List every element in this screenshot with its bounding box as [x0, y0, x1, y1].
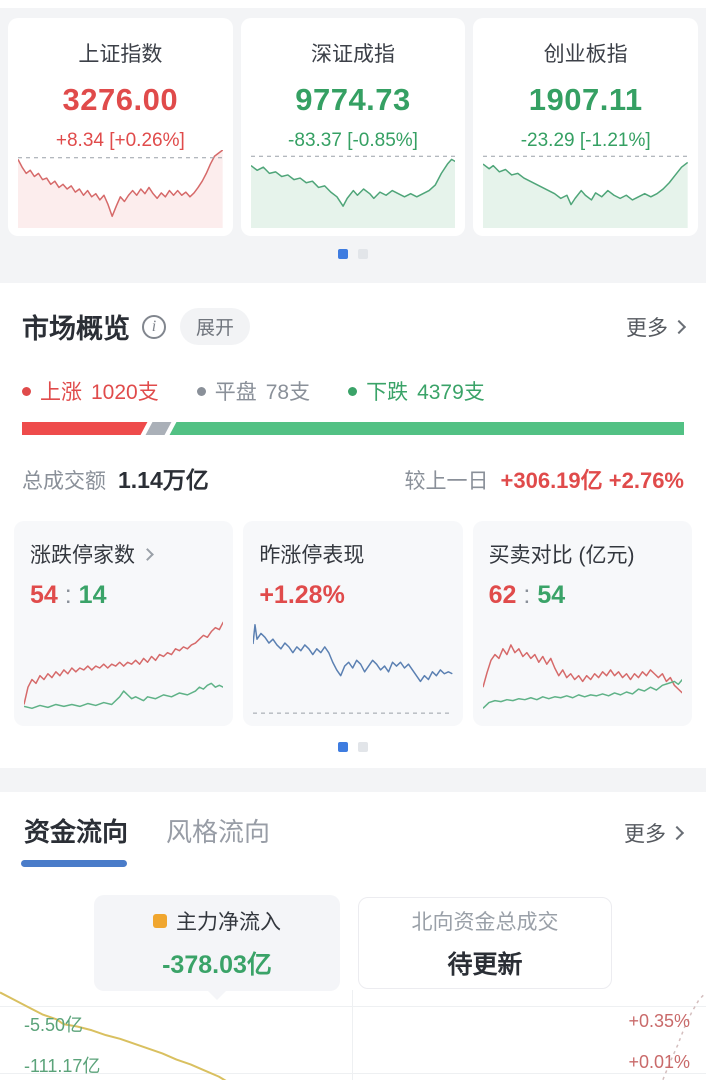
index-name: 深证成指 [311, 43, 395, 66]
tab-style-flow[interactable]: 风格流向 [166, 817, 271, 847]
market-overview-section: 市场概览 i 展开 更多 上涨 1020支 平盘 78支 下跌 4379支 总成… [0, 283, 706, 768]
stat-count: 4379支 [417, 381, 485, 404]
chevron-right-icon [141, 547, 154, 561]
more-label: 更多 [626, 316, 668, 340]
carousel-dot-active[interactable] [338, 742, 348, 752]
stat-unchanged: 平盘 78支 [196, 376, 311, 406]
northbound-label: 北向资金总成交 [411, 910, 559, 934]
tab-fund-flow[interactable]: 资金流向 [21, 812, 128, 867]
index-card-shenzhen[interactable]: 深证成指 9774.73 -83.37 [-0.85%] [240, 18, 466, 236]
y-axis-label: +0.01% [628, 1052, 690, 1072]
index-value: 3276.00 [62, 82, 179, 117]
northbound-value: 待更新 [447, 950, 523, 979]
limit-updown-card[interactable]: 涨跌停家数 54 : 14 [14, 521, 234, 726]
y-axis-label: +0.35% [628, 1011, 690, 1031]
gridline [352, 990, 353, 1080]
mini-card-title: 昨涨停表现 [259, 544, 365, 567]
gray-bullet-icon [196, 386, 206, 396]
top-strip [0, 0, 706, 8]
yellow-legend-icon [153, 913, 167, 928]
stat-label: 下跌 [366, 381, 409, 404]
turnover-value: 1.14万亿 [118, 467, 209, 493]
stat-count: 78支 [265, 381, 311, 404]
main-inflow-line-chart [0, 990, 706, 1080]
market-breadth-bar [22, 422, 684, 435]
market-breadth-stats: 上涨 1020支 平盘 78支 下跌 4379支 [0, 376, 706, 406]
breadth-bar-flat-segment [145, 422, 172, 435]
stat-decliners: 下跌 4379支 [348, 376, 485, 406]
mini-card-title: 涨跌停家数 [30, 544, 135, 567]
stat-label: 平盘 [214, 381, 257, 404]
stat-advancers: 上涨 1020支 [22, 376, 159, 406]
green-bullet-icon [348, 386, 358, 396]
more-link[interactable]: 更多 [624, 818, 685, 848]
gridline [0, 1073, 706, 1074]
mini-card-title: 买卖对比 (亿元) [488, 544, 635, 567]
index-change: -83.37 [-0.85%] [288, 130, 418, 151]
active-tab-underline [21, 860, 127, 867]
main-inflow-header: 主力净流入 [153, 906, 281, 936]
carousel-dot[interactable] [358, 742, 368, 752]
yesterday-limit-value: +1.28% [259, 581, 345, 609]
limit-updown-value: 54 : 14 [30, 581, 107, 609]
limit-updown-chart [24, 620, 223, 716]
fund-flow-tabs: 资金流向 风格流向 更多 [0, 812, 706, 867]
buy-sell-chart [483, 620, 682, 716]
index-sparkline-chart [250, 150, 456, 228]
index-change: -23.29 [-1.21%] [520, 130, 651, 151]
yesterday-limit-card[interactable]: 昨涨停表现 +1.28% [243, 521, 463, 726]
main-inflow-value: -378.03亿 [162, 950, 272, 979]
northbound-panel[interactable]: 北向资金总成交 待更新 [358, 897, 612, 989]
buy-sell-card[interactable]: 买卖对比 (亿元) 62 : 54 [472, 521, 692, 726]
y-axis-label: -5.50亿 [24, 1015, 84, 1035]
expand-button[interactable]: 展开 [180, 308, 251, 345]
carousel-pagination [0, 236, 706, 271]
breadth-bar-down-segment [169, 422, 684, 435]
mini-card-title-row: 昨涨停表现 [259, 539, 446, 569]
yesterday-limit-chart [253, 620, 452, 716]
index-value: 9774.73 [295, 82, 411, 117]
stat-count: 1020支 [91, 381, 159, 404]
main-inflow-chart: -5.50亿 -111.17亿 +0.35% +0.01% [0, 990, 706, 1080]
overview-cards-carousel: 涨跌停家数 54 : 14 昨涨停表现 +1.28% 买卖对比 (亿元) 62 [0, 521, 706, 726]
main-inflow-panel[interactable]: 主力净流入 -378.03亿 [94, 895, 340, 1000]
more-link[interactable]: 更多 [626, 312, 687, 342]
chevron-right-icon [671, 319, 687, 334]
index-carousel: 上证指数 3276.00 +8.34 [+0.26%] 深证成指 9774.73… [0, 8, 706, 236]
y-axis-label: -111.17亿 [24, 1056, 101, 1076]
vs-value: +306.19亿 +2.76% [500, 468, 684, 493]
buy-sell-value: 62 : 54 [488, 581, 566, 609]
main-inflow-label: 主力净流入 [176, 910, 281, 934]
chevron-right-icon [669, 825, 685, 841]
mini-card-title-row: 买卖对比 (亿元) [489, 539, 676, 569]
mini-card-title-row: 涨跌停家数 [30, 539, 217, 569]
market-overview-header: 市场概览 i 展开 更多 [0, 307, 706, 346]
carousel-dot-active[interactable] [338, 249, 348, 259]
section-title: 市场概览 [22, 314, 130, 344]
fund-flow-section: 资金流向 风格流向 更多 主力净流入 -378.03亿 北向资金总成交 待更新 … [0, 792, 706, 1080]
breadth-bar-up-segment [22, 422, 148, 435]
index-sparkline-chart [483, 150, 689, 228]
overview-pagination [0, 726, 706, 766]
carousel-dot[interactable] [358, 249, 368, 259]
index-value: 1907.11 [528, 82, 643, 117]
index-card-shanghai[interactable]: 上证指数 3276.00 +8.34 [+0.26%] [8, 18, 233, 236]
index-name: 上证指数 [78, 43, 163, 66]
red-bullet-icon [22, 386, 31, 396]
tooltip-caret [208, 991, 226, 1000]
turnover-row: 总成交额 1.14万亿 较上一日 +306.19亿 +2.76% [0, 461, 706, 495]
vs-previous-day: 较上一日 +306.19亿 +2.76% [405, 463, 684, 495]
more-label: 更多 [624, 823, 666, 846]
index-change: +8.34 [+0.26%] [55, 130, 185, 151]
index-card-chinext[interactable]: 创业板指 1907.11 -23.29 [-1.21%] [473, 18, 699, 236]
index-sparkline-chart [18, 150, 223, 228]
turnover-label: 总成交额 [22, 470, 106, 493]
vs-label: 较上一日 [404, 470, 489, 493]
stat-label: 上涨 [40, 381, 82, 404]
index-name: 创业板指 [543, 43, 628, 66]
fund-flow-summary: 主力净流入 -378.03亿 北向资金总成交 待更新 [0, 895, 706, 1000]
info-icon[interactable]: i [142, 314, 166, 339]
gridline [0, 1006, 706, 1007]
